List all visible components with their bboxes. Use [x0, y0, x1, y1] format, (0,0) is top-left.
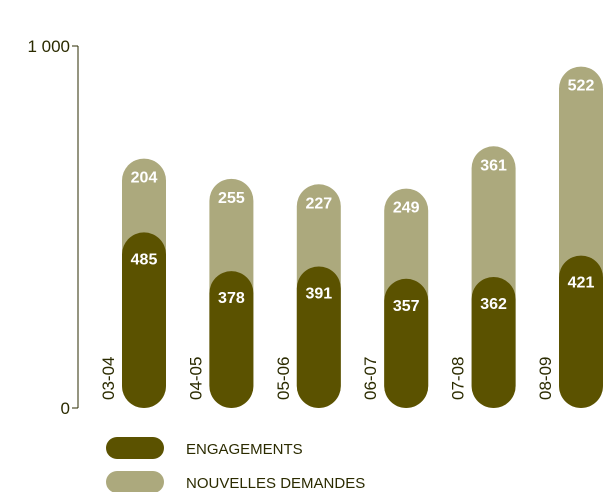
bar-group-04-05: 255 378 04-05 [186, 178, 254, 408]
data-label-engagements: 391 [305, 285, 332, 302]
bar-engagements [122, 232, 166, 408]
data-label-engagements: 362 [480, 296, 507, 313]
x-category-label: 04-05 [186, 357, 205, 400]
y-axis: 0 1 000 [27, 37, 79, 418]
bar-group-05-06: 227 391 05-06 [274, 184, 341, 408]
bar-engagements [471, 276, 516, 408]
data-label-engagements: 421 [568, 275, 595, 292]
y-tick-label: 1 000 [27, 37, 70, 56]
bar-group-08-09: 522 421 08-09 [536, 66, 603, 408]
data-label-engagements: 378 [218, 290, 245, 307]
data-label-nouvelles-demandes: 255 [218, 190, 245, 207]
data-label-nouvelles-demandes: 522 [568, 78, 595, 95]
bar-group-06-07: 249 357 06-07 [361, 188, 429, 408]
x-category-label: 03-04 [99, 357, 118, 400]
bar-engagements [384, 278, 429, 408]
bar-engagements [296, 266, 341, 408]
legend-label: ENGAGEMENTS [186, 441, 303, 458]
bars: 204 485 03-04 255 378 04-05 227 391 05-06 249 357 0… [99, 66, 603, 409]
data-label-nouvelles-demandes: 204 [131, 170, 158, 187]
data-label-nouvelles-demandes: 227 [305, 195, 332, 212]
y-tick-label: 0 [61, 399, 70, 418]
legend-swatch [106, 471, 164, 492]
data-label-nouvelles-demandes: 249 [393, 200, 420, 217]
legend: ENGAGEMENTS NOUVELLES DEMANDES [106, 437, 365, 492]
legend-item: ENGAGEMENTS [106, 437, 303, 459]
bar-engagements [209, 271, 254, 408]
bar-engagements [559, 255, 603, 408]
x-category-label: 05-06 [274, 357, 293, 400]
data-label-engagements: 485 [131, 251, 158, 268]
legend-item: NOUVELLES DEMANDES [106, 471, 365, 492]
bar-group-07-08: 361 362 07-08 [449, 146, 516, 409]
data-label-engagements: 357 [393, 298, 420, 315]
x-category-label: 06-07 [361, 357, 380, 400]
bar-group-03-04: 204 485 03-04 [99, 158, 166, 408]
x-category-label: 08-09 [536, 357, 555, 400]
legend-swatch [106, 437, 164, 459]
data-label-nouvelles-demandes: 361 [480, 157, 507, 174]
x-category-label: 07-08 [449, 357, 468, 400]
legend-label: NOUVELLES DEMANDES [186, 475, 365, 492]
